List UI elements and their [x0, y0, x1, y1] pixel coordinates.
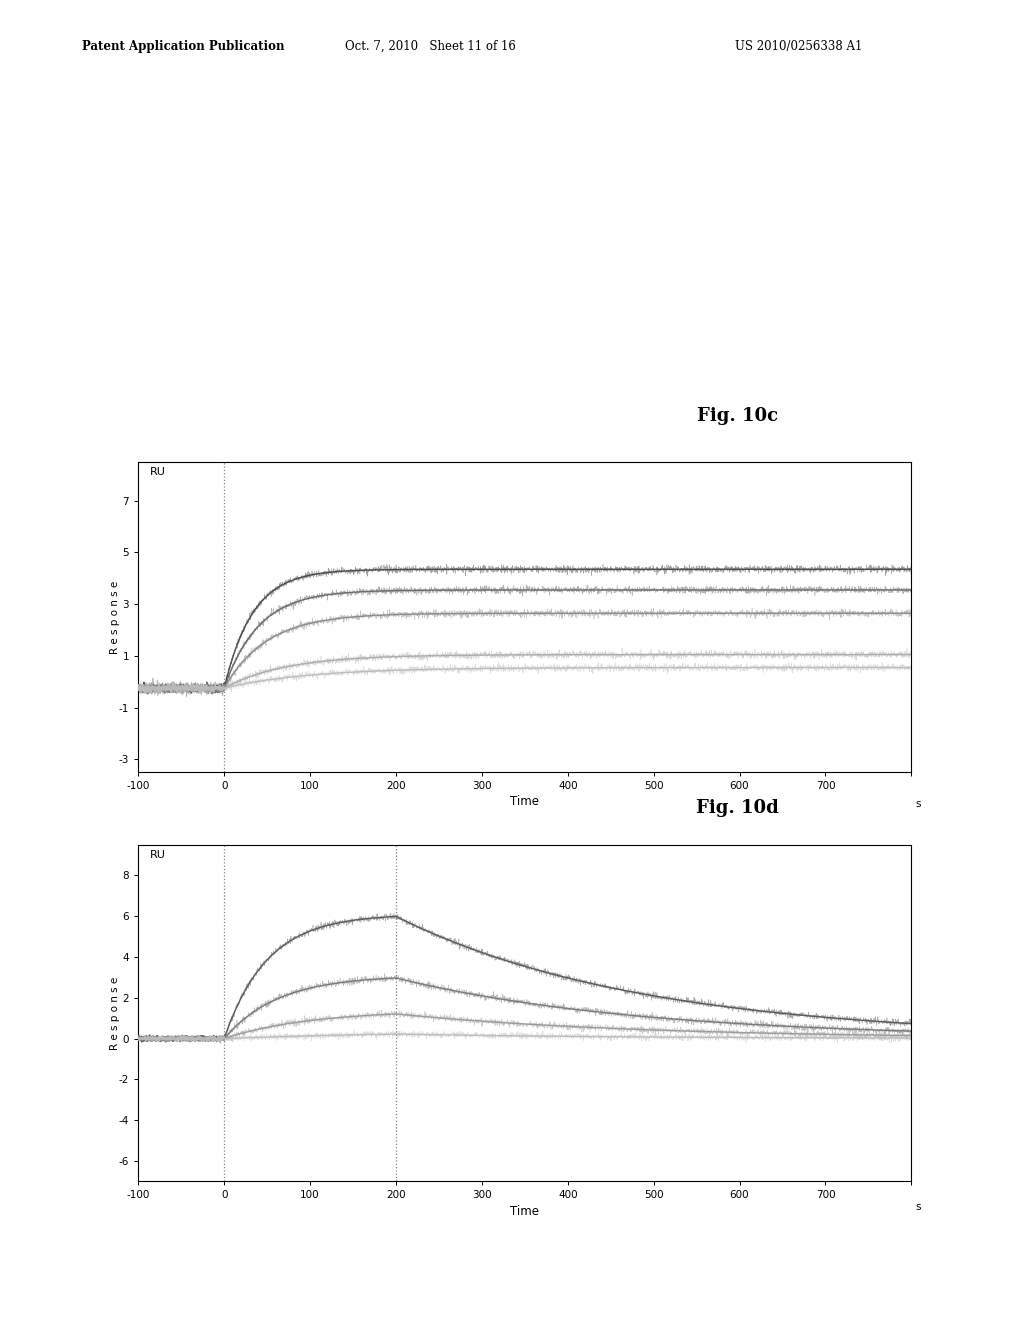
Text: Fig. 10d: Fig. 10d [696, 799, 778, 817]
Text: Oct. 7, 2010   Sheet 11 of 16: Oct. 7, 2010 Sheet 11 of 16 [345, 40, 515, 53]
Text: RU: RU [150, 467, 166, 477]
X-axis label: Time: Time [510, 796, 540, 808]
Text: Patent Application Publication: Patent Application Publication [82, 40, 285, 53]
Text: s: s [915, 799, 921, 809]
Y-axis label: R e s p o n s e: R e s p o n s e [110, 977, 120, 1049]
Y-axis label: R e s p o n s e: R e s p o n s e [110, 581, 120, 653]
Text: Fig. 10c: Fig. 10c [696, 407, 778, 425]
Text: US 2010/0256338 A1: US 2010/0256338 A1 [735, 40, 862, 53]
Text: RU: RU [150, 850, 166, 859]
X-axis label: Time: Time [510, 1205, 540, 1217]
Text: s: s [915, 1201, 921, 1212]
